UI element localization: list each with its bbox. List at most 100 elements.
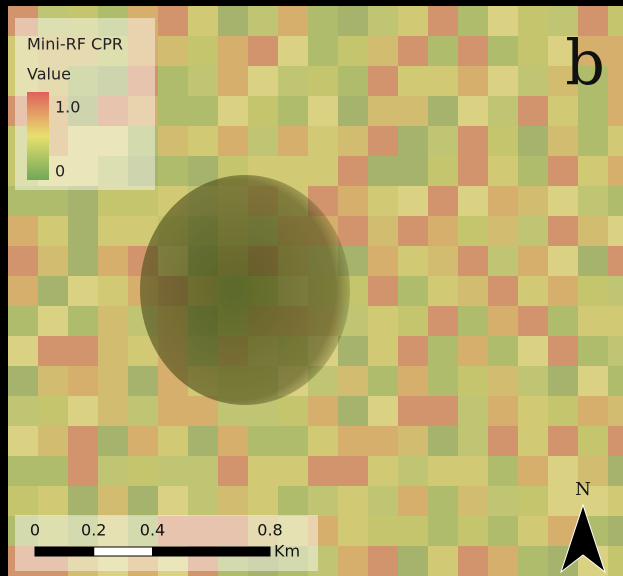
overlay-cell [608,546,623,576]
overlay-cell [338,426,368,456]
overlay-cell [458,66,488,96]
overlay-cell [608,156,623,186]
overlay-cell [398,366,428,396]
overlay-cell [488,66,518,96]
overlay-cell [428,36,458,66]
overlay-cell [188,456,218,486]
overlay-cell [428,6,458,36]
overlay-cell [188,96,218,126]
scale-label: 0 [30,521,40,540]
overlay-cell [608,126,623,156]
overlay-cell [248,456,278,486]
overlay-cell [458,456,488,486]
overlay-cell [608,96,623,126]
overlay-cell [38,456,68,486]
overlay-cell [518,156,548,186]
overlay-cell [338,516,368,546]
overlay-cell [218,96,248,126]
overlay-cell [308,66,338,96]
overlay-cell [398,426,428,456]
overlay-cell [8,426,38,456]
overlay-cell [428,126,458,156]
overlay-cell [278,126,308,156]
overlay-cell [338,126,368,156]
crater [140,175,350,405]
overlay-cell [428,546,458,576]
overlay-cell [548,186,578,216]
overlay-cell [548,126,578,156]
overlay-cell [38,306,68,336]
overlay-cell [548,156,578,186]
overlay-cell [338,366,368,396]
overlay-cell [398,36,428,66]
overlay-cell [248,126,278,156]
overlay-cell [338,6,368,36]
overlay-cell [98,426,128,456]
overlay-cell [578,246,608,276]
overlay-cell [368,276,398,306]
overlay-cell [428,516,458,546]
overlay-cell [518,66,548,96]
overlay-cell [398,216,428,246]
overlay-cell [368,216,398,246]
overlay-cell [8,456,38,486]
overlay-cell [368,486,398,516]
overlay-cell [98,336,128,366]
map: Mini-RF CPR Value 1.00 b 00.20.40.8Km N [0,0,623,576]
overlay-cell [308,486,338,516]
overlay-cell [308,426,338,456]
overlay-cell [338,156,368,186]
overlay-cell [308,456,338,486]
overlay-cell [308,6,338,36]
overlay-cell [488,366,518,396]
overlay-cell [428,246,458,276]
north-label: N [575,479,591,500]
overlay-cell [8,306,38,336]
overlay-cell [368,426,398,456]
scale-segment [94,547,153,556]
overlay-cell [8,276,38,306]
overlay-cell [398,186,428,216]
overlay-cell [368,186,398,216]
overlay-cell [488,516,518,546]
overlay-cell [398,156,428,186]
scale-segment [153,547,271,556]
overlay-cell [128,426,158,456]
overlay-cell [428,276,458,306]
overlay-cell [518,276,548,306]
overlay-cell [98,276,128,306]
overlay-cell [188,486,218,516]
overlay-cell [428,186,458,216]
overlay-cell [548,366,578,396]
overlay-cell [188,36,218,66]
overlay-cell [458,96,488,126]
overlay-cell [608,426,623,456]
overlay-cell [398,456,428,486]
overlay-cell [398,6,428,36]
overlay-cell [68,306,98,336]
overlay-cell [608,276,623,306]
overlay-cell [338,96,368,126]
overlay-cell [278,36,308,66]
overlay-cell [548,306,578,336]
overlay-cell [458,36,488,66]
overlay-cell [608,6,623,36]
overlay-cell [338,456,368,486]
overlay-cell [188,66,218,96]
overlay-cell [578,96,608,126]
overlay-cell [38,426,68,456]
overlay-cell [68,426,98,456]
overlay-cell [428,396,458,426]
overlay-cell [158,426,188,456]
overlay-cell [38,396,68,426]
overlay-cell [8,336,38,366]
overlay-cell [608,186,623,216]
overlay-cell [98,396,128,426]
overlay-cell [308,36,338,66]
overlay-cell [338,66,368,96]
overlay-cell [488,396,518,426]
overlay-cell [398,546,428,576]
overlay-cell [368,156,398,186]
scale-segment [35,547,94,556]
overlay-cell [548,456,578,486]
